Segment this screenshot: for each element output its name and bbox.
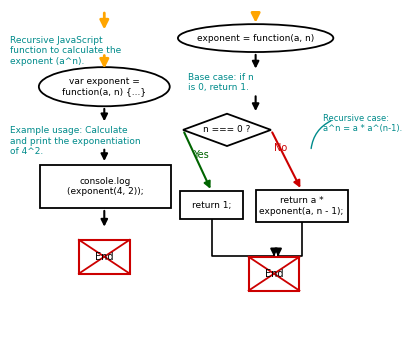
Text: console.log
(exponent(4, 2));: console.log (exponent(4, 2));: [67, 176, 144, 196]
Text: return 1;: return 1;: [192, 201, 231, 210]
Text: Example usage: Calculate
and print the exponentiation
of 4^2.: Example usage: Calculate and print the e…: [10, 126, 141, 156]
FancyBboxPatch shape: [256, 190, 348, 222]
Text: End: End: [95, 252, 114, 262]
Text: return a *
exponent(a, n - 1);: return a * exponent(a, n - 1);: [259, 196, 344, 216]
Text: Recursive case:
a^n = a * a^(n-1).: Recursive case: a^n = a * a^(n-1).: [323, 114, 402, 133]
Text: n === 0 ?: n === 0 ?: [203, 125, 251, 134]
Text: Recursive JavaScript
function to calculate the
exponent (a^n).: Recursive JavaScript function to calcula…: [10, 36, 121, 66]
Bar: [249, 257, 299, 291]
Text: exponent = function(a, n): exponent = function(a, n): [197, 34, 314, 42]
Text: No: No: [274, 143, 287, 153]
Text: Base case: if n
is 0, return 1.: Base case: if n is 0, return 1.: [188, 73, 254, 92]
Text: var exponent =
function(a, n) {...}: var exponent = function(a, n) {...}: [62, 77, 146, 97]
FancyBboxPatch shape: [40, 165, 171, 208]
Text: Yes: Yes: [193, 150, 208, 160]
Bar: [79, 240, 130, 274]
Text: End: End: [265, 269, 283, 279]
FancyBboxPatch shape: [180, 191, 243, 219]
